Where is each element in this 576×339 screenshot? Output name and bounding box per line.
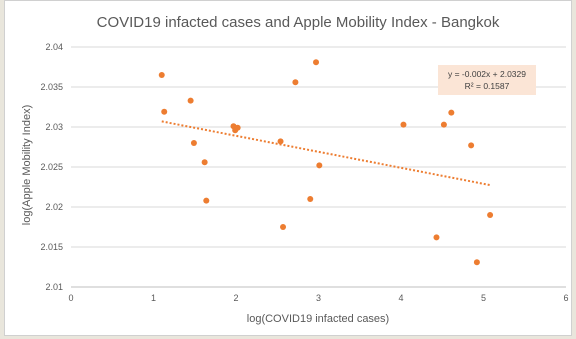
data-point: [400, 121, 407, 128]
data-point: [158, 72, 165, 78]
data-point: [316, 162, 323, 169]
data-point: [473, 259, 480, 266]
data-point: [448, 109, 455, 116]
data-point: [313, 59, 320, 66]
data-point: [292, 79, 299, 86]
y-tick-label: 2.015: [40, 242, 63, 252]
y-tick-labels: 2.01 2.015 2.02 2.025 2.03 2.035 2.04: [40, 42, 63, 292]
trendline-equation: y = -0.002x + 2.0329: [448, 69, 526, 79]
y-axis-label: log(Apple Mobility Index): [21, 105, 33, 225]
y-tick-label: 2.035: [40, 82, 63, 92]
y-tick-label: 2.02: [45, 202, 63, 212]
r-squared-label: R² = 0.1587: [465, 81, 510, 91]
data-point: [307, 196, 314, 202]
data-point: [277, 138, 284, 145]
trendline: [161, 120, 491, 187]
data-point: [161, 108, 168, 115]
data-points: [158, 59, 494, 266]
data-point: [280, 224, 287, 230]
chart-title: COVID19 infacted cases and Apple Mobilit…: [97, 14, 500, 31]
x-tick-label: 0: [68, 293, 73, 303]
x-tick-labels: 0 1 2 3 4 5 6: [68, 293, 568, 303]
data-point: [487, 212, 494, 218]
x-tick-label: 5: [481, 293, 486, 303]
x-tick-label: 3: [316, 293, 321, 303]
y-tick-label: 2.03: [45, 122, 63, 132]
x-tick-label: 2: [233, 293, 238, 303]
data-point: [468, 142, 475, 149]
data-point: [234, 124, 241, 131]
y-tick-label: 2.04: [45, 42, 63, 52]
x-tick-label: 6: [563, 293, 568, 303]
data-point: [433, 234, 440, 241]
data-point: [201, 159, 208, 166]
equation-box-bg: [438, 65, 536, 95]
data-point: [187, 97, 194, 104]
data-point: [203, 197, 210, 204]
data-point: [440, 121, 447, 128]
y-tick-label: 2.01: [45, 282, 63, 292]
x-tick-label: 1: [151, 293, 156, 303]
data-point: [190, 140, 197, 146]
trendline-equation-box: y = -0.002x + 2.0329 R² = 0.1587: [438, 65, 536, 95]
y-tick-label: 2.025: [40, 162, 63, 172]
chart-frame: [4, 0, 572, 336]
x-tick-label: 4: [398, 293, 403, 303]
x-axis-label: log(COVID19 infacted cases): [247, 313, 389, 325]
